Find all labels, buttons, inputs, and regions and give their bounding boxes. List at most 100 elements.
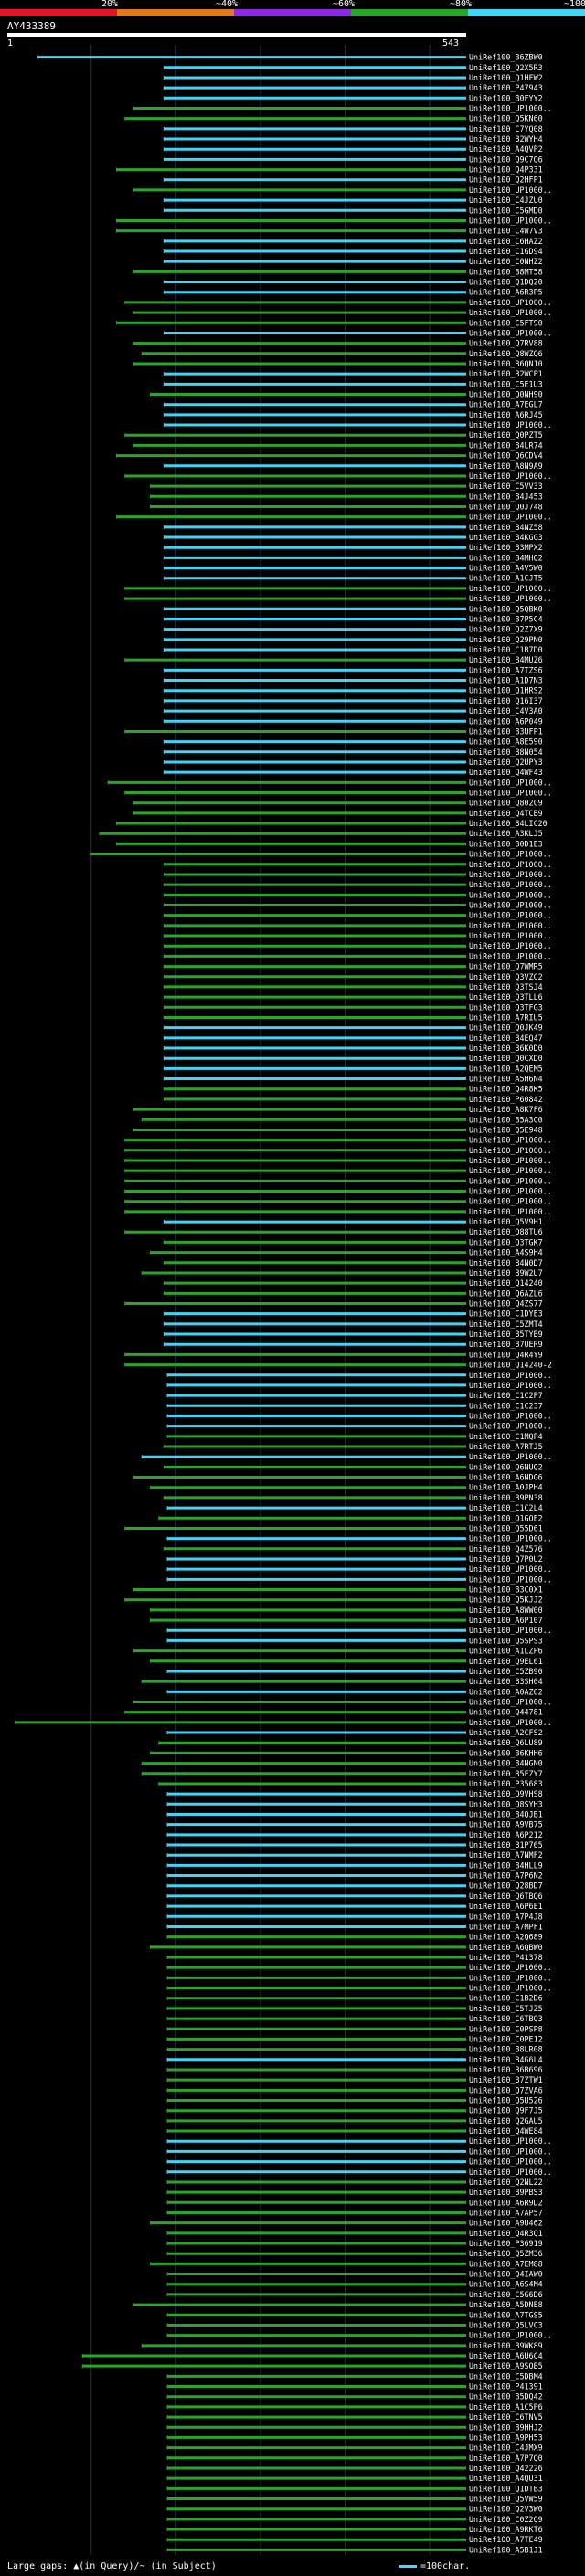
- hit-row[interactable]: UniRef100_B8LR08: [166, 2045, 543, 2054]
- hit-row[interactable]: UniRef100_Q7RV88: [133, 339, 543, 348]
- hit-row[interactable]: UniRef100_UP1000..: [166, 1534, 552, 1543]
- hit-label[interactable]: UniRef100_B4G6L4: [469, 2055, 543, 2064]
- hit-row[interactable]: UniRef100_Q8SYH3: [166, 1799, 543, 1808]
- hit-label[interactable]: UniRef100_A0JPH4: [469, 1483, 543, 1492]
- hit-row[interactable]: UniRef100_UP1000..: [163, 951, 552, 960]
- hit-label[interactable]: UniRef100_A0AZ62: [469, 1687, 543, 1696]
- hit-row[interactable]: UniRef100_C0PE12: [166, 2034, 543, 2043]
- hit-row[interactable]: UniRef100_UP1000..: [163, 870, 552, 879]
- hit-label[interactable]: UniRef100_B4LR74: [469, 440, 543, 450]
- hit-label[interactable]: UniRef100_UP1000..: [469, 103, 552, 112]
- hit-label[interactable]: UniRef100_Q4R4Y9: [469, 1350, 543, 1359]
- hit-row[interactable]: UniRef100_A0AZ62: [166, 1687, 543, 1696]
- hit-row[interactable]: UniRef100_A8K7F6: [133, 1105, 543, 1114]
- hit-label[interactable]: UniRef100_Q8SYH3: [469, 1799, 543, 1808]
- hit-row[interactable]: UniRef100_Q2GAU5: [166, 2116, 543, 2125]
- hit-row[interactable]: UniRef100_UP1000..: [124, 1176, 552, 1185]
- hit-row[interactable]: UniRef100_C5ZMT4: [163, 1320, 543, 1329]
- hit-row[interactable]: UniRef100_P41378: [166, 1953, 543, 1962]
- hit-row[interactable]: UniRef100_UP1000..: [124, 298, 552, 307]
- hit-label[interactable]: UniRef100_A6P6E1: [469, 1902, 543, 1911]
- hit-row[interactable]: UniRef100_UP1000..: [133, 186, 552, 195]
- hit-row[interactable]: UniRef100_A6RJ45: [163, 410, 543, 419]
- hit-row[interactable]: UniRef100_Q4WF43: [163, 768, 543, 777]
- hit-row[interactable]: UniRef100_A8WW00: [150, 1606, 543, 1615]
- hit-label[interactable]: UniRef100_B2WCP1: [469, 369, 543, 378]
- hit-label[interactable]: UniRef100_Q9C7Q6: [469, 154, 543, 164]
- hit-row[interactable]: UniRef100_Q1HRS2: [163, 686, 543, 695]
- hit-row[interactable]: UniRef100_UP1000..: [133, 103, 552, 112]
- hit-row[interactable]: UniRef100_Q5KJJ2: [124, 1595, 543, 1605]
- hit-label[interactable]: UniRef100_C6TNV5: [469, 2412, 543, 2422]
- hit-row[interactable]: UniRef100_A6P107: [150, 1616, 543, 1625]
- hit-label[interactable]: UniRef100_A7TE49: [469, 2535, 543, 2544]
- hit-label[interactable]: UniRef100_A7EGL7: [469, 400, 543, 409]
- hit-label[interactable]: UniRef100_A6R3P5: [469, 288, 543, 297]
- hit-row[interactable]: UniRef100_Q1DTB3: [166, 2484, 543, 2493]
- hit-label[interactable]: UniRef100_Q0CXD0: [469, 1054, 543, 1063]
- hit-label[interactable]: UniRef100_Q5U526: [469, 2096, 543, 2105]
- hit-label[interactable]: UniRef100_C7YQ08: [469, 124, 543, 133]
- hit-label[interactable]: UniRef100_Q1DQ20: [469, 278, 543, 287]
- hit-row[interactable]: UniRef100_UP1000..: [124, 594, 552, 603]
- hit-row[interactable]: UniRef100_A9SQB5: [81, 2361, 543, 2370]
- hit-row[interactable]: UniRef100_UP1000..: [166, 1381, 552, 1390]
- hit-row[interactable]: UniRef100_Q28BD7: [166, 1882, 543, 1891]
- hit-row[interactable]: UniRef100_A6R3P5: [163, 288, 543, 297]
- hit-label[interactable]: UniRef100_B5A3C0: [469, 1115, 543, 1124]
- hit-row[interactable]: UniRef100_B4LIC20: [115, 819, 548, 828]
- hit-label[interactable]: UniRef100_UP1000..: [469, 2168, 552, 2177]
- hit-row[interactable]: UniRef100_Q55D61: [124, 1523, 543, 1532]
- hit-row[interactable]: UniRef100_A6P6E1: [166, 1902, 543, 1911]
- hit-label[interactable]: UniRef100_A6U6C4: [469, 2351, 543, 2360]
- hit-row[interactable]: UniRef100_UP1000..: [124, 1146, 552, 1155]
- hit-label[interactable]: UniRef100_UP1000..: [469, 1176, 552, 1185]
- hit-label[interactable]: UniRef100_Q3TGK7: [469, 1237, 543, 1246]
- hit-label[interactable]: UniRef100_UP1000..: [469, 216, 552, 225]
- hit-row[interactable]: UniRef100_Q6TBQ6: [166, 1892, 543, 1901]
- hit-row[interactable]: UniRef100_Q5ZM36: [166, 2249, 543, 2258]
- hit-label[interactable]: UniRef100_Q7WMR5: [469, 962, 543, 971]
- hit-label[interactable]: UniRef100_C1C237: [469, 1401, 543, 1410]
- hit-row[interactable]: UniRef100_Q2NL22: [166, 2178, 543, 2187]
- hit-row[interactable]: UniRef100_C4V3A0: [163, 706, 543, 716]
- hit-label[interactable]: UniRef100_B5FZY7: [469, 1769, 543, 1778]
- hit-label[interactable]: UniRef100_C0Z2Q9: [469, 2515, 543, 2524]
- hit-row[interactable]: UniRef100_Q7ZVA6: [166, 2085, 543, 2094]
- hit-label[interactable]: UniRef100_Q1DTB3: [469, 2484, 543, 2493]
- hit-row[interactable]: UniRef100_C1B7D0: [163, 645, 543, 654]
- hit-row[interactable]: UniRef100_UP1000..: [124, 1166, 552, 1175]
- hit-row[interactable]: UniRef100_A4QVP2: [163, 144, 543, 154]
- hit-row[interactable]: UniRef100_UP1000..: [124, 472, 552, 481]
- hit-row[interactable]: UniRef100_Q802C9: [133, 799, 543, 808]
- hit-label[interactable]: UniRef100_UP1000..: [469, 1166, 552, 1175]
- hit-row[interactable]: UniRef100_A9RKT6: [166, 2525, 543, 2534]
- hit-label[interactable]: UniRef100_C1B2D6: [469, 1994, 543, 2003]
- hit-label[interactable]: UniRef100_Q7P0U2: [469, 1554, 543, 1564]
- hit-label[interactable]: UniRef100_A2Q689: [469, 1933, 543, 1942]
- hit-row[interactable]: UniRef100_B3UFP1: [124, 726, 543, 736]
- hit-label[interactable]: UniRef100_UP1000..: [469, 1626, 552, 1635]
- hit-label[interactable]: UniRef100_B9PN38: [469, 1493, 543, 1502]
- hit-row[interactable]: UniRef100_C4JZU0: [163, 196, 543, 205]
- hit-row[interactable]: UniRef100_UP1000..: [115, 216, 552, 225]
- hit-row[interactable]: UniRef100_UP1000..: [124, 789, 552, 798]
- hit-row[interactable]: UniRef100_UP1000..: [124, 1156, 552, 1165]
- hit-label[interactable]: UniRef100_B9W2U7: [469, 1268, 543, 1277]
- hit-label[interactable]: UniRef100_A1CJT5: [469, 574, 543, 583]
- hit-row[interactable]: UniRef100_Q1DQ20: [163, 278, 543, 287]
- hit-row[interactable]: UniRef100_A7RTJ5: [163, 1442, 543, 1451]
- hit-row[interactable]: UniRef100_B3C0X1: [133, 1585, 543, 1595]
- hit-label[interactable]: UniRef100_Q1HRS2: [469, 686, 543, 695]
- hit-row[interactable]: UniRef100_A1CJT5: [163, 574, 543, 583]
- hit-label[interactable]: UniRef100_Q88TU6: [469, 1227, 543, 1236]
- hit-label[interactable]: UniRef100_A1LZP6: [469, 1647, 543, 1656]
- hit-row[interactable]: UniRef100_P41391: [166, 2382, 543, 2391]
- hit-row[interactable]: UniRef100_A6R9D2: [166, 2198, 543, 2207]
- hit-label[interactable]: UniRef100_Q0JK49: [469, 1023, 543, 1033]
- hit-row[interactable]: UniRef100_UP1000..: [166, 1574, 552, 1584]
- hit-label[interactable]: UniRef100_C5FT90: [469, 318, 543, 327]
- hit-row[interactable]: UniRef100_Q6CDV4: [115, 451, 543, 461]
- hit-row[interactable]: UniRef100_A7TGS5: [166, 2310, 543, 2319]
- hit-label[interactable]: UniRef100_UP1000..: [469, 1564, 552, 1574]
